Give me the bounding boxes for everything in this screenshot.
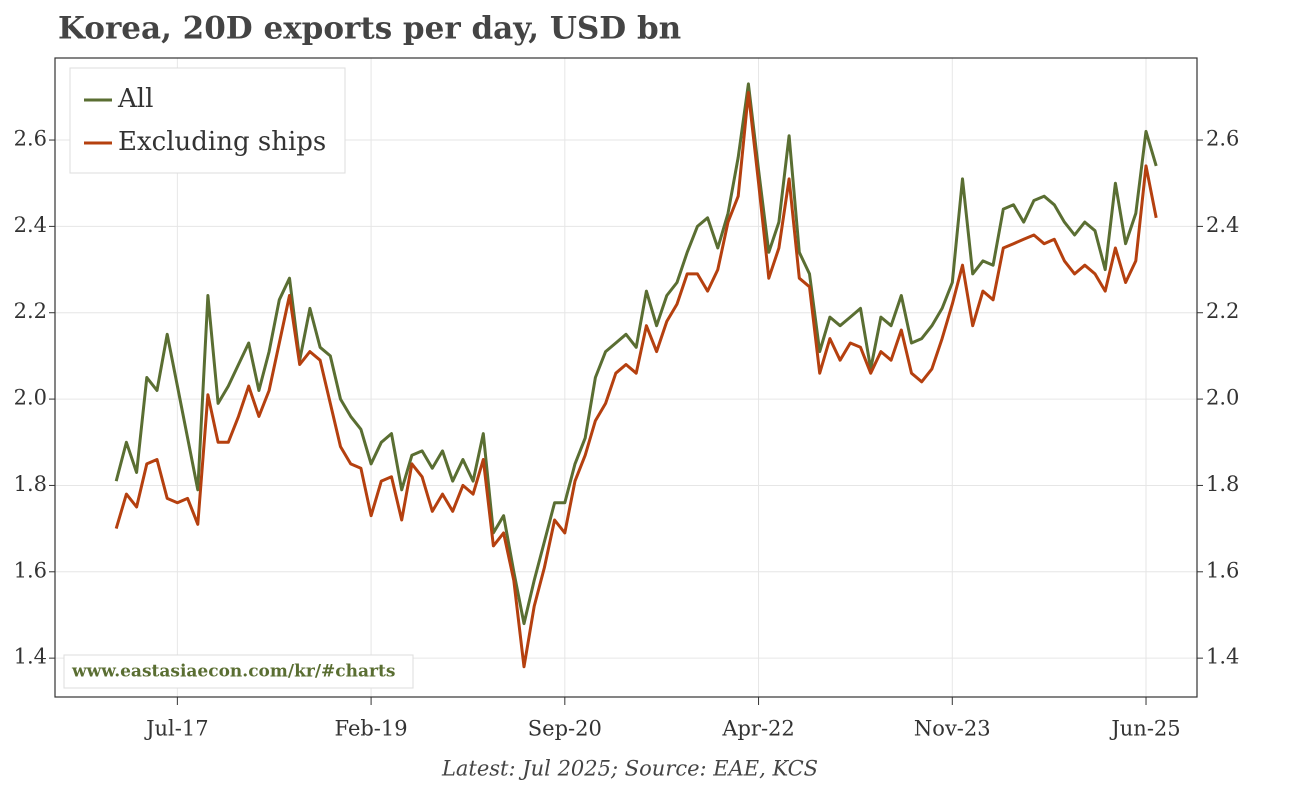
y-tick-label: 1.6 [14, 558, 47, 582]
y2-tick-label: 2.4 [1206, 213, 1239, 237]
y2-tick-label: 1.4 [1206, 645, 1239, 669]
y-tick-label: 1.4 [14, 645, 47, 669]
grid: 1.4 1.6 1.8 2.0 2.2 2.4 2.6 1.4 1.6 1.8 2.0 2.2 2.4 2… [14, 58, 1239, 741]
legend: All Excluding ships [84, 84, 326, 157]
watermark: www.eastasiaecon.com/kr/#charts [71, 662, 395, 682]
x-tick-label: Nov-23 [914, 717, 991, 741]
y2-tick-label: 2.0 [1206, 386, 1239, 410]
legend-box [69, 67, 346, 174]
series-line [114, 91, 1158, 669]
plot-frame [54, 57, 1198, 698]
y-tick-label: 2.2 [14, 299, 47, 323]
source-note: Latest: Jul 2025; Source: EAE, KCS [441, 757, 818, 781]
chart-title: Korea, 20D exports per day, USD bn [58, 11, 681, 47]
legend-label: All [117, 84, 153, 114]
x-tick-label: Jun-25 [1109, 717, 1180, 741]
legend-label: Excluding ships [118, 127, 326, 157]
lines [114, 82, 1158, 669]
x-tick-label: Apr-22 [721, 717, 794, 741]
x-tick-label: Feb-19 [335, 717, 408, 741]
series-line [114, 82, 1158, 626]
y-tick-label: 2.0 [14, 386, 47, 410]
y2-tick-label: 1.6 [1206, 558, 1239, 582]
y2-tick-label: 2.6 [1206, 127, 1239, 151]
y-tick-label: 1.8 [14, 472, 47, 496]
y-tick-label: 2.4 [14, 213, 47, 237]
x-tick-label: Jul-17 [144, 717, 208, 741]
y-tick-label: 2.6 [14, 127, 47, 151]
watermark-box [63, 654, 414, 689]
y2-tick-label: 1.8 [1206, 472, 1239, 496]
y2-tick-label: 2.2 [1206, 299, 1239, 323]
x-tick-label: Sep-20 [528, 717, 602, 741]
